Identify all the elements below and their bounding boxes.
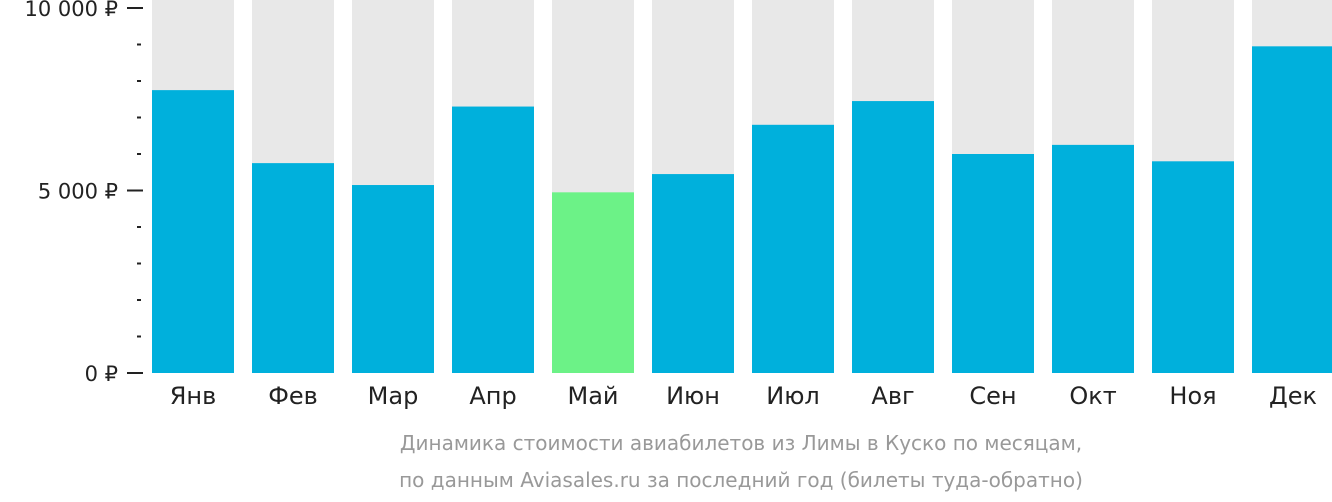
y-tick-label: 10 000 ₽ xyxy=(24,0,118,21)
chart-caption-line-2: по данным Aviasales.ru за последний год … xyxy=(399,468,1083,492)
bar-9[interactable] xyxy=(952,154,1034,373)
x-tick-label: Июл xyxy=(766,382,820,410)
x-tick-label: Июн xyxy=(666,382,720,410)
bar-2[interactable] xyxy=(252,163,334,373)
chart-caption-line-1: Динамика стоимости авиабилетов из Лимы в… xyxy=(400,431,1082,455)
x-tick-label: Мар xyxy=(368,382,419,410)
x-tick-label: Май xyxy=(567,382,618,410)
x-tick-label: Фев xyxy=(268,382,318,410)
bar-4[interactable] xyxy=(452,106,534,374)
x-tick-label: Окт xyxy=(1069,382,1116,410)
x-tick-label: Апр xyxy=(469,382,516,410)
bar-6[interactable] xyxy=(652,174,734,373)
y-tick-label: 5 000 ₽ xyxy=(38,180,118,204)
y-tick-label: 0 ₽ xyxy=(85,362,118,386)
bar-8[interactable] xyxy=(852,101,934,373)
bar-12[interactable] xyxy=(1252,46,1332,373)
bar-11[interactable] xyxy=(1152,161,1234,373)
y-axis: 0 ₽ 5 000 ₽ 10 000 ₽ xyxy=(24,0,143,386)
data-bars xyxy=(152,46,1332,374)
x-tick-label: Сен xyxy=(969,382,1016,410)
x-tick-label: Дек xyxy=(1269,382,1317,410)
bar-5[interactable] xyxy=(552,192,634,373)
x-tick-label: Авг xyxy=(871,382,914,410)
bar-10[interactable] xyxy=(1052,144,1134,373)
bar-7[interactable] xyxy=(752,124,834,373)
x-tick-label: Янв xyxy=(170,382,217,410)
x-tick-label: Ноя xyxy=(1169,382,1216,410)
bar-1[interactable] xyxy=(152,90,234,373)
bar-3[interactable] xyxy=(352,185,434,373)
x-axis-labels: Янв Фев Мар Апр Май Июн Июл Авг Сен Окт Ноя Дек xyxy=(170,382,1317,410)
